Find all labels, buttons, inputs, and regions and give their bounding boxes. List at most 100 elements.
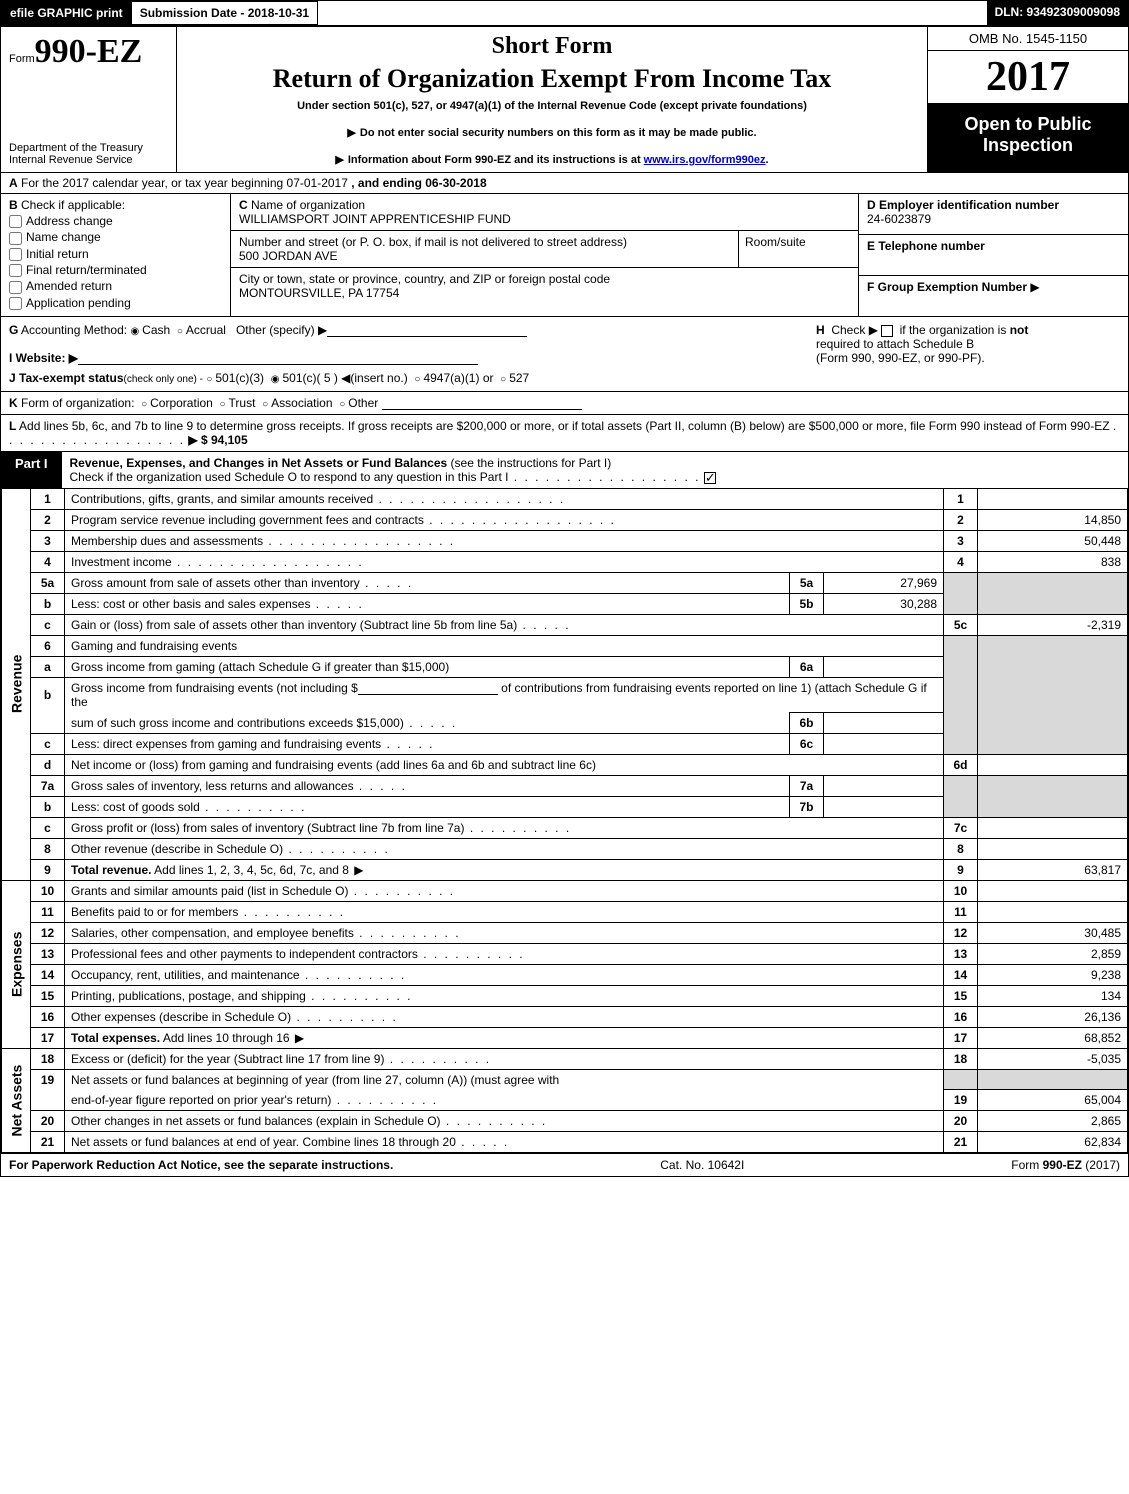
section-c: C Name of organization WILLIAMSPORT JOIN… xyxy=(231,194,858,316)
line-value xyxy=(978,754,1128,775)
section-bcdef: B Check if applicable: Address change Na… xyxy=(1,193,1128,316)
dept-irs: Internal Revenue Service xyxy=(9,154,168,166)
arrow-icon xyxy=(335,154,347,166)
org-name: WILLIAMSPORT JOINT APPRENTICESHIP FUND xyxy=(239,212,511,226)
g-text: Accounting Method: xyxy=(21,323,127,337)
chk-final-return[interactable]: Final return/terminated xyxy=(9,263,222,277)
part1-check-line: Check if the organization used Schedule … xyxy=(70,470,509,484)
irs-link[interactable]: www.irs.gov/form990ez xyxy=(644,154,766,166)
section-h: H Check ▶ if the organization is not req… xyxy=(808,317,1128,391)
org-address: 500 JORDAN AVE xyxy=(239,249,337,263)
c-addr-label: Number and street (or P. O. box, if mail… xyxy=(239,235,627,249)
line-k: K Form of organization: Corporation Trus… xyxy=(1,391,1128,414)
part1-paren: (see the instructions for Part I) xyxy=(451,456,612,470)
line-value: 63,817 xyxy=(978,859,1128,880)
line-value: 9,238 xyxy=(978,964,1128,985)
table-row: end-of-year figure reported on prior yea… xyxy=(2,1090,1128,1111)
radio-501c[interactable] xyxy=(271,371,283,385)
header-left: Form990-EZ Department of the Treasury In… xyxy=(1,27,177,172)
line-value xyxy=(978,880,1128,901)
radio-association[interactable] xyxy=(262,396,271,410)
h-text4: (Form 990, 990-EZ, or 990-PF). xyxy=(816,351,985,365)
note-info-post: . xyxy=(766,154,769,166)
radio-accrual[interactable] xyxy=(177,323,186,337)
topbar: efile GRAPHIC print Submission Date - 20… xyxy=(1,1,1128,27)
line-a-ending: , and ending 06-30-2018 xyxy=(351,176,486,190)
g-label: G xyxy=(9,323,18,337)
table-row: a Gross income from gaming (attach Sched… xyxy=(2,656,1128,677)
c-label: C xyxy=(239,198,248,212)
part1-label: Part I xyxy=(1,452,62,488)
line-subvalue: 27,969 xyxy=(824,572,944,593)
table-row: 20 Other changes in net assets or fund b… xyxy=(2,1111,1128,1132)
table-row: sum of such gross income and contributio… xyxy=(2,712,1128,733)
header-right: OMB No. 1545-1150 2017 Open to Public In… xyxy=(928,27,1128,172)
ein-value: 24-6023879 xyxy=(867,212,931,226)
radio-527[interactable] xyxy=(500,371,509,385)
financial-table: Revenue 1 Contributions, gifts, grants, … xyxy=(1,488,1128,1154)
chk-application-pending[interactable]: Application pending xyxy=(9,296,222,310)
g-other: Other (specify) ▶ xyxy=(236,323,327,337)
line-value: -2,319 xyxy=(978,614,1128,635)
table-row: Revenue 1 Contributions, gifts, grants, … xyxy=(2,488,1128,509)
radio-cash[interactable] xyxy=(130,323,142,337)
j-paren: (check only one) - xyxy=(124,374,203,385)
k-other-input[interactable] xyxy=(382,396,582,410)
fundraising-amount-input[interactable] xyxy=(358,681,498,695)
h-text3: required to attach Schedule B xyxy=(816,337,974,351)
form-prefix: Form xyxy=(9,53,35,65)
l-text: Add lines 5b, 6c, and 7b to line 9 to de… xyxy=(19,419,1110,433)
line-value xyxy=(978,901,1128,922)
table-row: 14 Occupancy, rent, utilities, and maint… xyxy=(2,964,1128,985)
line-value: 30,485 xyxy=(978,922,1128,943)
i-label: I Website: ▶ xyxy=(9,351,78,365)
table-row: c Less: direct expenses from gaming and … xyxy=(2,733,1128,754)
table-row: c Gain or (loss) from sale of assets oth… xyxy=(2,614,1128,635)
part1-title: Revenue, Expenses, and Changes in Net As… xyxy=(70,456,448,470)
dln-label: DLN: 93492309009098 xyxy=(987,1,1128,25)
radio-trust[interactable] xyxy=(220,396,229,410)
part1-header: Part I Revenue, Expenses, and Changes in… xyxy=(1,451,1128,488)
line-value: 838 xyxy=(978,551,1128,572)
l-amount: ▶ $ 94,105 xyxy=(188,433,247,447)
part1-schedule-o-checkbox[interactable] xyxy=(704,472,716,484)
efile-print-button[interactable]: efile GRAPHIC print xyxy=(1,1,132,25)
h-label: H xyxy=(816,323,825,337)
d-label: D Employer identification number xyxy=(867,198,1059,212)
j-label: J Tax-exempt status xyxy=(9,371,124,385)
line-l: L Add lines 5b, 6c, and 7b to line 9 to … xyxy=(1,414,1128,451)
f-label: F Group Exemption Number xyxy=(867,280,1027,294)
line-value: 65,004 xyxy=(978,1090,1128,1111)
line-numcol: 1 xyxy=(944,488,978,509)
table-row: 6 Gaming and fundraising events xyxy=(2,635,1128,656)
expenses-section-label: Expenses xyxy=(2,880,31,1048)
chk-name-change[interactable]: Name change xyxy=(9,230,222,244)
table-row: 7a Gross sales of inventory, less return… xyxy=(2,775,1128,796)
section-b: B Check if applicable: Address change Na… xyxy=(1,194,231,316)
footer-form-post: (2017) xyxy=(1082,1158,1120,1172)
dept-treasury: Department of the Treasury xyxy=(9,142,168,154)
org-city: MONTOURSVILLE, PA 17754 xyxy=(239,286,399,300)
omb-number: OMB No. 1545-1150 xyxy=(928,27,1128,51)
radio-other-org[interactable] xyxy=(339,396,348,410)
chk-amended-return[interactable]: Amended return xyxy=(9,279,222,293)
table-row: 13 Professional fees and other payments … xyxy=(2,943,1128,964)
radio-corporation[interactable] xyxy=(141,396,150,410)
form-number: 990-EZ xyxy=(35,33,143,70)
table-row: 3 Membership dues and assessments 3 50,4… xyxy=(2,530,1128,551)
line-value: -5,035 xyxy=(978,1048,1128,1069)
table-row: b Less: cost or other basis and sales ex… xyxy=(2,593,1128,614)
website-input[interactable] xyxy=(78,351,478,365)
section-gh: G Accounting Method: Cash Accrual Other … xyxy=(1,316,1128,391)
table-row: 8 Other revenue (describe in Schedule O)… xyxy=(2,838,1128,859)
g-other-input[interactable] xyxy=(327,323,527,337)
chk-address-change[interactable]: Address change xyxy=(9,214,222,228)
chk-initial-return[interactable]: Initial return xyxy=(9,247,222,261)
arrow-icon xyxy=(347,127,359,139)
h-checkbox[interactable] xyxy=(881,325,893,337)
table-row: Expenses 10 Grants and similar amounts p… xyxy=(2,880,1128,901)
submission-date: Submission Date - 2018-10-31 xyxy=(132,1,318,25)
table-row: Net Assets 18 Excess or (deficit) for th… xyxy=(2,1048,1128,1069)
footer-form-pre: Form xyxy=(1011,1158,1042,1172)
line-value xyxy=(978,488,1128,509)
